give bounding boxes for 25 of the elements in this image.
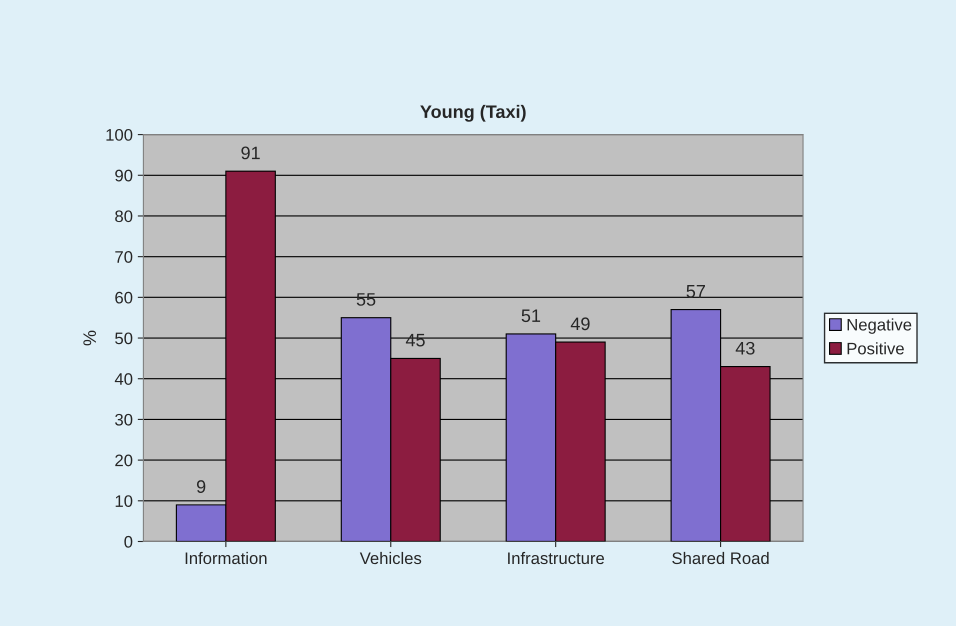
y-tick-label: 100	[106, 128, 132, 141]
data-label: 57	[686, 285, 705, 298]
y-tick-label: 30	[115, 414, 132, 426]
data-label: 49	[570, 317, 590, 330]
data-label: 43	[736, 342, 755, 355]
y-tick-label: 20	[115, 454, 132, 466]
x-tick-label: Vehicles	[360, 552, 422, 564]
y-tick-label: 10	[116, 495, 132, 508]
y-tick-label: 50	[115, 332, 132, 344]
x-tick-label: Information	[186, 552, 266, 564]
chart-title: Young (Taxi)	[420, 104, 526, 122]
x-tick-label: Infrastructure	[508, 552, 604, 564]
legend-label: Negative	[848, 318, 912, 334]
legend-label: Positive	[848, 342, 904, 354]
data-label: 9	[196, 480, 206, 493]
y-tick-label: 70	[115, 251, 132, 263]
data-label: 51	[522, 309, 540, 322]
y-tick-label: 40	[114, 373, 132, 385]
y-tick-label: 0	[124, 536, 132, 548]
y-tick-label: 80	[115, 210, 132, 222]
x-tick-label: Shared Road	[672, 552, 769, 564]
y-tick-label: 90	[115, 170, 132, 182]
y-axis-title: %	[83, 330, 96, 346]
data-label: 91	[241, 146, 260, 160]
y-tick-label: 60	[115, 292, 132, 304]
